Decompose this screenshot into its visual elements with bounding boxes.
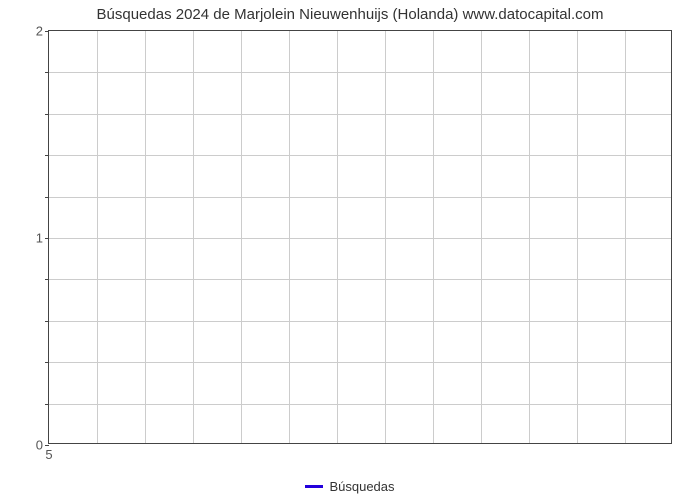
y-tick-mark [45, 114, 49, 115]
grid-line-v [193, 31, 194, 443]
grid-line-v [529, 31, 530, 443]
x-tick-label: 5 [45, 447, 52, 462]
y-tick-label: 2 [36, 24, 43, 39]
grid-line-v [433, 31, 434, 443]
y-tick-mark [45, 321, 49, 322]
grid-line-v [145, 31, 146, 443]
legend-swatch [305, 485, 323, 488]
plot-area: 0125 [48, 30, 672, 444]
grid-line-v [577, 31, 578, 443]
y-tick-mark [45, 362, 49, 363]
chart-container: Búsquedas 2024 de Marjolein Nieuwenhuijs… [0, 0, 700, 500]
y-tick-mark [45, 197, 49, 198]
grid-line-v [481, 31, 482, 443]
y-tick-mark [45, 238, 49, 239]
y-tick-mark [45, 155, 49, 156]
chart-title: Búsquedas 2024 de Marjolein Nieuwenhuijs… [0, 6, 700, 23]
legend: Búsquedas [0, 478, 700, 494]
y-tick-mark [45, 404, 49, 405]
y-tick-mark [45, 31, 49, 32]
y-tick-mark [45, 445, 49, 446]
grid-line-v [97, 31, 98, 443]
y-tick-mark [45, 72, 49, 73]
y-tick-label: 1 [36, 231, 43, 246]
grid-line-v [241, 31, 242, 443]
y-tick-mark [45, 279, 49, 280]
grid-line-v [289, 31, 290, 443]
legend-label: Búsquedas [329, 479, 394, 494]
grid-line-v [337, 31, 338, 443]
grid-line-v [625, 31, 626, 443]
y-tick-label: 0 [36, 438, 43, 453]
grid-line-v [385, 31, 386, 443]
